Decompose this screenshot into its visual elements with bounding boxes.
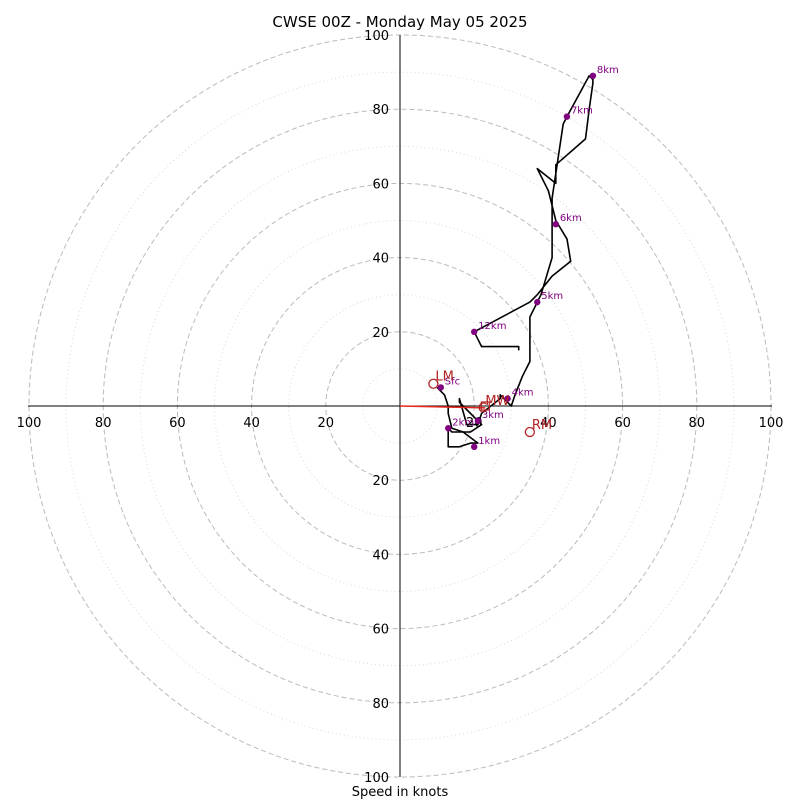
x-tick-label: 40 [243,416,260,431]
height-marker-label: Sfc [445,376,460,387]
x-tick-label: 60 [169,416,186,431]
y-tick-label: 20 [372,474,389,489]
x-tick-label: 60 [614,416,631,431]
height-marker-label: 8km [597,65,619,76]
chart-title: CWSE 00Z - Monday May 05 2025 [272,13,527,31]
height-marker-label: 6km [560,213,582,224]
height-marker: 12km [471,321,506,335]
height-marker: 8km [589,65,619,80]
y-tick-label: 100 [364,29,389,44]
x-tick-label: 100 [759,416,784,431]
y-tick-label: 60 [372,623,389,638]
height-marker-label: 7km [571,106,593,117]
height-marker: 1km [471,436,500,451]
height-marker-label: 3km [482,410,504,421]
y-tick-label: 40 [372,548,389,563]
storm-motion-marker: LM [428,370,454,389]
height-marker-dot [471,443,478,451]
x-tick-label: 40 [540,416,557,431]
x-tick-label: 100 [17,416,42,431]
height-marker-dot [504,395,511,402]
height-marker-label: 5km [541,291,563,302]
storm-motion-label: RM [532,418,552,433]
height-marker-label: 1km [478,436,500,447]
storm-motion-label: C [478,402,487,417]
x-tick-label: 80 [689,416,706,431]
x-axis-label: Speed in knots [352,785,449,800]
height-marker-dot [563,113,571,120]
height-marker: Sfc [437,376,460,391]
y-tick-label: 80 [372,103,389,118]
shear-vector-line [399,405,486,409]
height-marker: 6km [552,213,582,228]
height-marker-dot [471,328,478,335]
height-marker-dot [437,384,445,391]
height-marker-dot [474,417,482,425]
storm-motion-label: LM [435,370,453,385]
storm-motion-circle [428,378,439,389]
storm-motion-marker: RM [524,418,552,438]
y-tick-label: 60 [372,177,389,192]
mean-wind-square [480,401,490,411]
height-marker-dot [445,425,452,432]
height-marker: 4km [504,388,533,402]
series-layer [399,75,594,448]
x-tick-label: 80 [95,416,112,431]
vertical-tick-labels: 100 80 60 40 20 20 40 60 80 100 [364,29,389,786]
y-tick-label: 40 [372,252,389,267]
horizontal-tick-labels: 100 80 60 40 20 20 40 60 80 100 [17,416,784,431]
x-tick-label: 20 [318,416,335,431]
height-marker: 5km [534,291,563,306]
height-marker: 3km [474,410,504,425]
height-marker-dot [552,221,560,228]
height-marker-dot [534,298,541,306]
height-marker: 2km [445,417,474,432]
storm-motion-circle [524,426,535,438]
height-marker-label: 12km [478,321,506,332]
storm-motion-marker: MW [480,394,510,411]
height-marker-dot [589,72,597,80]
y-tick-label: 80 [372,697,389,712]
storm-motion-label: MW [485,394,509,409]
storm-motion-markers: LM RM MWC [428,370,552,438]
height-markers: Sfc 1km 2km 3km 4km 5km 6km 7km 8km 12km [437,65,619,451]
height-marker: 7km [563,106,593,120]
wind-profile-line [436,75,594,448]
storm-motion-marker: C [478,402,487,417]
y-tick-label: 100 [364,771,389,786]
height-marker-label: 2km [452,417,474,428]
y-tick-label: 20 [372,326,389,341]
height-marker-label: 4km [512,388,534,399]
